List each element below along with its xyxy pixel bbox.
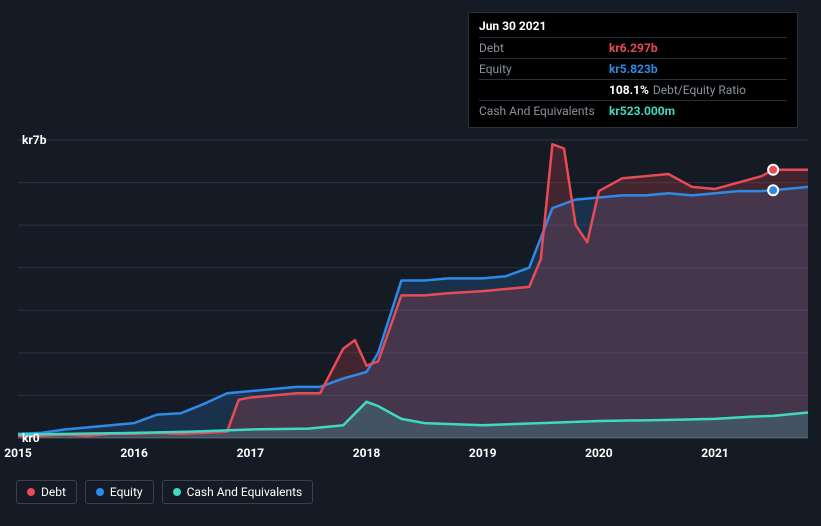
legend-label: Cash And Equivalents	[187, 485, 303, 499]
tooltip-row-label: Equity	[479, 62, 609, 76]
tooltip-row-value: kr5.823b	[609, 62, 658, 76]
x-axis-label: 2019	[469, 446, 497, 460]
x-axis-label: 2018	[353, 446, 381, 460]
chart-tooltip: Jun 30 2021 Debtkr6.297bEquitykr5.823b10…	[468, 12, 798, 128]
x-axis-label: 2021	[701, 446, 729, 460]
x-axis-label: 2020	[585, 446, 613, 460]
legend-label: Equity	[110, 485, 143, 499]
legend-item-cash-and-equivalents[interactable]: Cash And Equivalents	[162, 480, 314, 504]
legend-item-equity[interactable]: Equity	[85, 480, 154, 504]
y-axis-label: kr7b	[22, 133, 46, 147]
tooltip-row-label: Cash And Equivalents	[479, 104, 609, 118]
legend-label: Debt	[41, 485, 66, 499]
legend-dot	[27, 488, 35, 496]
tooltip-row: 108.1% Debt/Equity Ratio	[479, 79, 787, 100]
tooltip-row-extra: Debt/Equity Ratio	[653, 83, 746, 97]
tooltip-row: Cash And Equivalentskr523.000m	[479, 100, 787, 121]
tooltip-row: Equitykr5.823b	[479, 58, 787, 79]
legend-item-debt[interactable]: Debt	[16, 480, 77, 504]
tooltip-row-label	[479, 83, 609, 97]
x-axis-labels: 2015 2016 2017 2018 2019 2020 2021	[0, 446, 821, 466]
tooltip-date: Jun 30 2021	[479, 19, 787, 33]
tooltip-row-value: 108.1%	[609, 83, 649, 97]
legend-dot	[173, 488, 181, 496]
chart-legend: Debt Equity Cash And Equivalents	[16, 480, 313, 504]
x-axis-label: 2017	[237, 446, 265, 460]
tooltip-row-value: kr6.297b	[609, 41, 658, 55]
debt-equity-chart: kr0 kr7b 2015 2016 2017 2018 2019 2020 2021 Jun…	[0, 0, 821, 526]
legend-dot	[96, 488, 104, 496]
y-axis-label: kr0	[22, 431, 40, 445]
tooltip-row: Debtkr6.297b	[479, 37, 787, 58]
x-axis-label: 2016	[120, 446, 148, 460]
tooltip-row-label: Debt	[479, 41, 609, 55]
x-axis-label: 2015	[4, 446, 32, 460]
tooltip-row-value: kr523.000m	[609, 104, 675, 118]
